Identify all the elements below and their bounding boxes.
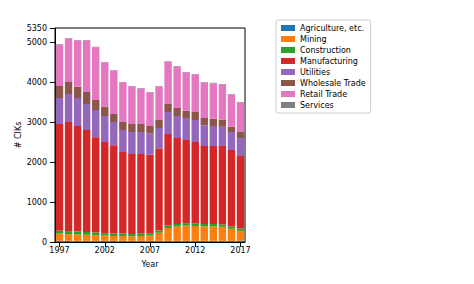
svg-text:5000: 5000: [27, 38, 47, 47]
svg-text:3000: 3000: [27, 118, 47, 127]
svg-text:2007: 2007: [140, 246, 160, 255]
svg-text:1997: 1997: [49, 246, 69, 255]
svg-text:Construction: Construction: [300, 46, 351, 55]
svg-text:Mining: Mining: [300, 35, 327, 44]
svg-text:2012: 2012: [185, 246, 205, 255]
svg-text:# CIKs: # CIKs: [14, 122, 23, 149]
svg-text:Wholesale Trade: Wholesale Trade: [300, 79, 366, 88]
svg-text:Agriculture, etc.: Agriculture, etc.: [300, 24, 364, 33]
svg-text:Retail Trade: Retail Trade: [300, 90, 347, 99]
svg-text:Utilities: Utilities: [300, 68, 330, 77]
svg-text:Year: Year: [141, 260, 160, 269]
svg-text:Manufacturing: Manufacturing: [300, 57, 358, 66]
svg-text:0: 0: [42, 238, 47, 247]
svg-text:2017: 2017: [230, 246, 250, 255]
svg-text:2000: 2000: [27, 158, 47, 167]
svg-text:5350: 5350: [27, 24, 47, 33]
svg-text:1000: 1000: [27, 198, 47, 207]
svg-text:Services: Services: [300, 101, 334, 110]
svg-text:4000: 4000: [27, 78, 47, 87]
svg-text:2002: 2002: [95, 246, 115, 255]
